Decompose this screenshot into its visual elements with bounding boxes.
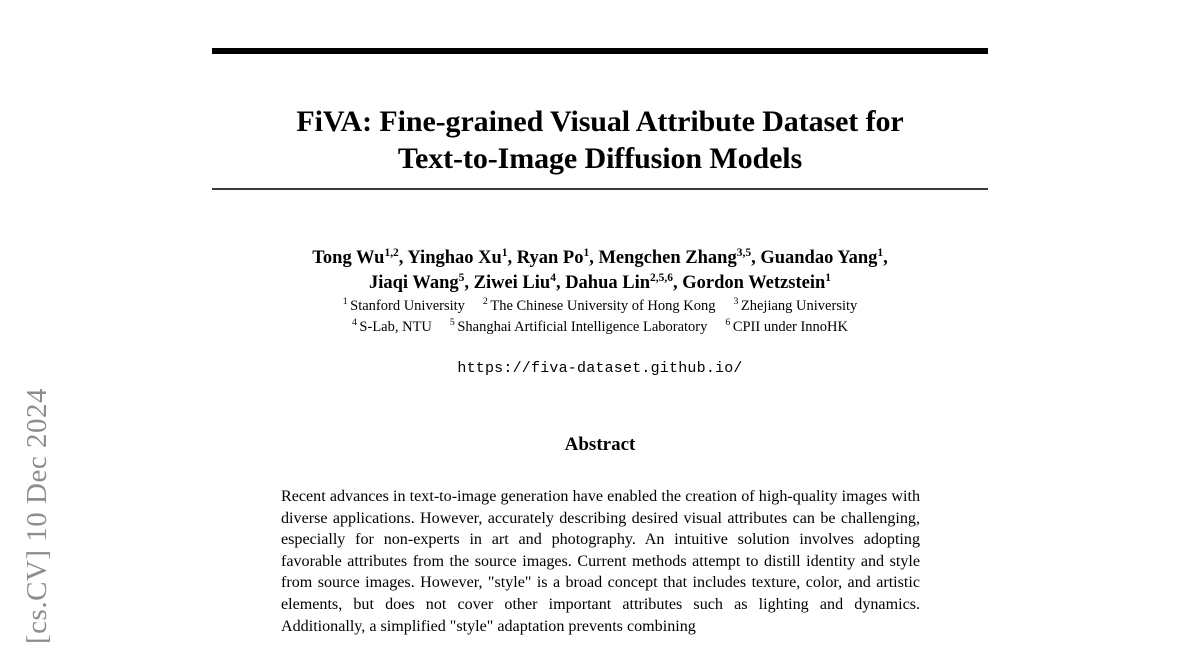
- affiliation-name: Shanghai Artificial Intelligence Laborat…: [457, 318, 708, 335]
- affiliation-name: Zhejiang University: [740, 298, 858, 314]
- affiliation-item: 2 The Chinese University of Hong Kong: [483, 296, 716, 317]
- affiliation-index: 6: [725, 316, 731, 328]
- author-affiliation-marker: 2,5,6: [650, 271, 673, 284]
- affiliation-list: 1 Stanford University 2 The Chinese Univers…: [212, 296, 988, 337]
- page-title: FiVA: Fine-grained Visual Attribute Data…: [212, 104, 988, 177]
- affiliation-index: 3: [733, 296, 739, 308]
- header-rule-bottom: [212, 188, 988, 190]
- author-affiliation-marker: 5: [458, 271, 465, 284]
- author-affiliation-marker: 1: [877, 246, 884, 259]
- affiliation-item: 6 CPII under InnoHK: [725, 317, 848, 338]
- title-line-2: Text-to-Image Diffusion Models: [397, 141, 803, 175]
- affiliation-name: The Chinese University of Hong Kong: [490, 298, 716, 314]
- arxiv-stamp: [cs.CV] 10 Dec 2024: [21, 388, 53, 644]
- author-row-1: Tong Wu1,2, Yinghao Xu1, Ryan Po1, Mengc…: [312, 246, 888, 268]
- title-line-1: FiVA: Fine-grained Visual Attribute Data…: [296, 105, 904, 139]
- author-name: Dahua Lin: [565, 272, 651, 293]
- author-name: Mengchen Zhang: [598, 248, 737, 268]
- author-name: Ryan Po: [516, 248, 584, 268]
- affiliation-index: 5: [449, 316, 455, 328]
- author-name: Guandao Yang: [760, 248, 878, 268]
- affiliation-row-2: 4 S-Lab, NTU 5 Shanghai Artificial Intellig…: [212, 317, 988, 338]
- author-name: Tong Wu: [312, 248, 385, 268]
- author-affiliation-marker: 1: [825, 271, 831, 284]
- affiliation-row-1: 1 Stanford University 2 The Chinese Univers…: [212, 296, 988, 317]
- author-affiliation-marker: 3,5: [736, 246, 752, 259]
- affiliation-name: S-Lab, NTU: [359, 318, 432, 335]
- project-url-link[interactable]: https://fiva-dataset.github.io/: [457, 360, 743, 377]
- header-rule-top: [212, 48, 988, 54]
- affiliation-index: 1: [342, 296, 348, 308]
- affiliation-item: 4 S-Lab, NTU: [352, 317, 432, 338]
- affiliation-index: 2: [482, 296, 488, 308]
- author-name: Yinghao Xu: [407, 248, 502, 268]
- affiliation-item: 1 Stanford University: [343, 296, 465, 317]
- author-affiliation-marker: 1,2: [384, 246, 399, 259]
- author-affiliation-marker: 1: [501, 246, 508, 259]
- affiliation-index: 4: [352, 316, 357, 328]
- abstract-heading: Abstract: [564, 434, 636, 455]
- affiliation-item: 3 Zhejiang University: [733, 296, 857, 317]
- author-list: Tong Wu1,2, Yinghao Xu1, Ryan Po1, Mengc…: [212, 246, 988, 296]
- affiliation-name: Stanford University: [350, 298, 465, 314]
- affiliation-name: CPII under InnoHK: [732, 318, 848, 335]
- author-name: Ziwei Liu: [473, 272, 551, 293]
- author-row-2: Jiaqi Wang5, Ziwei Liu4, Dahua Lin2,5,6,…: [368, 271, 831, 293]
- abstract-paragraph: Recent advances in text-to-image generat…: [281, 488, 920, 635]
- author-name: Jiaqi Wang: [368, 272, 459, 293]
- author-affiliation-marker: 4: [550, 271, 556, 284]
- author-name: Gordon Wetzstein: [682, 272, 826, 293]
- affiliation-item: 5 Shanghai Artificial Intelligence Labora…: [450, 317, 707, 338]
- author-affiliation-marker: 1: [583, 246, 590, 259]
- abstract-body: Recent advances in text-to-image generat…: [281, 486, 920, 637]
